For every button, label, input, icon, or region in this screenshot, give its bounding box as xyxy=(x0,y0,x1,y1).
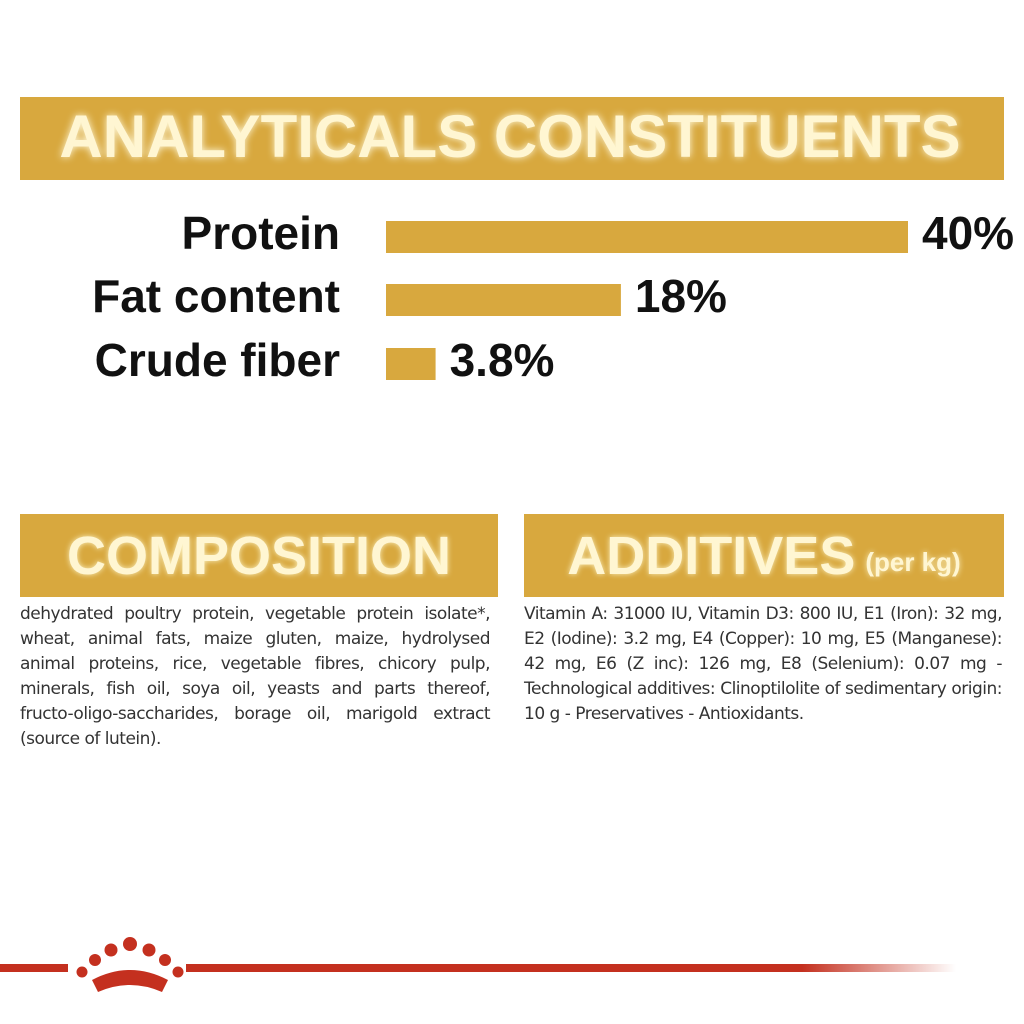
composition-title: COMPOSITION xyxy=(66,525,451,586)
category-label: Fat content xyxy=(92,270,340,322)
footer xyxy=(0,937,956,992)
composition-text: dehydrated poultry protein, vegetable pr… xyxy=(20,604,491,749)
additives-subtitle: (per kg) xyxy=(865,547,961,577)
title-banner xyxy=(20,97,1004,180)
value-label: 18% xyxy=(635,270,727,322)
additives-banner: ADDITIVES (per kg) xyxy=(524,514,1004,597)
bar xyxy=(386,284,621,316)
value-label: 3.8% xyxy=(450,334,555,386)
value-label: 40% xyxy=(922,207,1014,259)
bar xyxy=(386,221,908,253)
chart: ANALYTICALS CONSTITUENTS Protein 40% Fat c… xyxy=(20,97,1014,386)
bar xyxy=(386,348,436,380)
category-label: Crude fiber xyxy=(95,334,340,386)
footer-line xyxy=(0,964,68,972)
additives-title: ADDITIVES xyxy=(567,525,856,586)
additives-text: Vitamin A: 31000 IU, Vitamin D3: 800 IU,… xyxy=(524,604,1003,724)
category-label: Protein xyxy=(182,207,340,259)
chart-title: ANALYTICALS CONSTITUENTS xyxy=(59,103,960,170)
footer-line xyxy=(186,964,956,972)
crown-logo xyxy=(76,937,184,992)
composition-banner: COMPOSITION xyxy=(20,514,498,597)
